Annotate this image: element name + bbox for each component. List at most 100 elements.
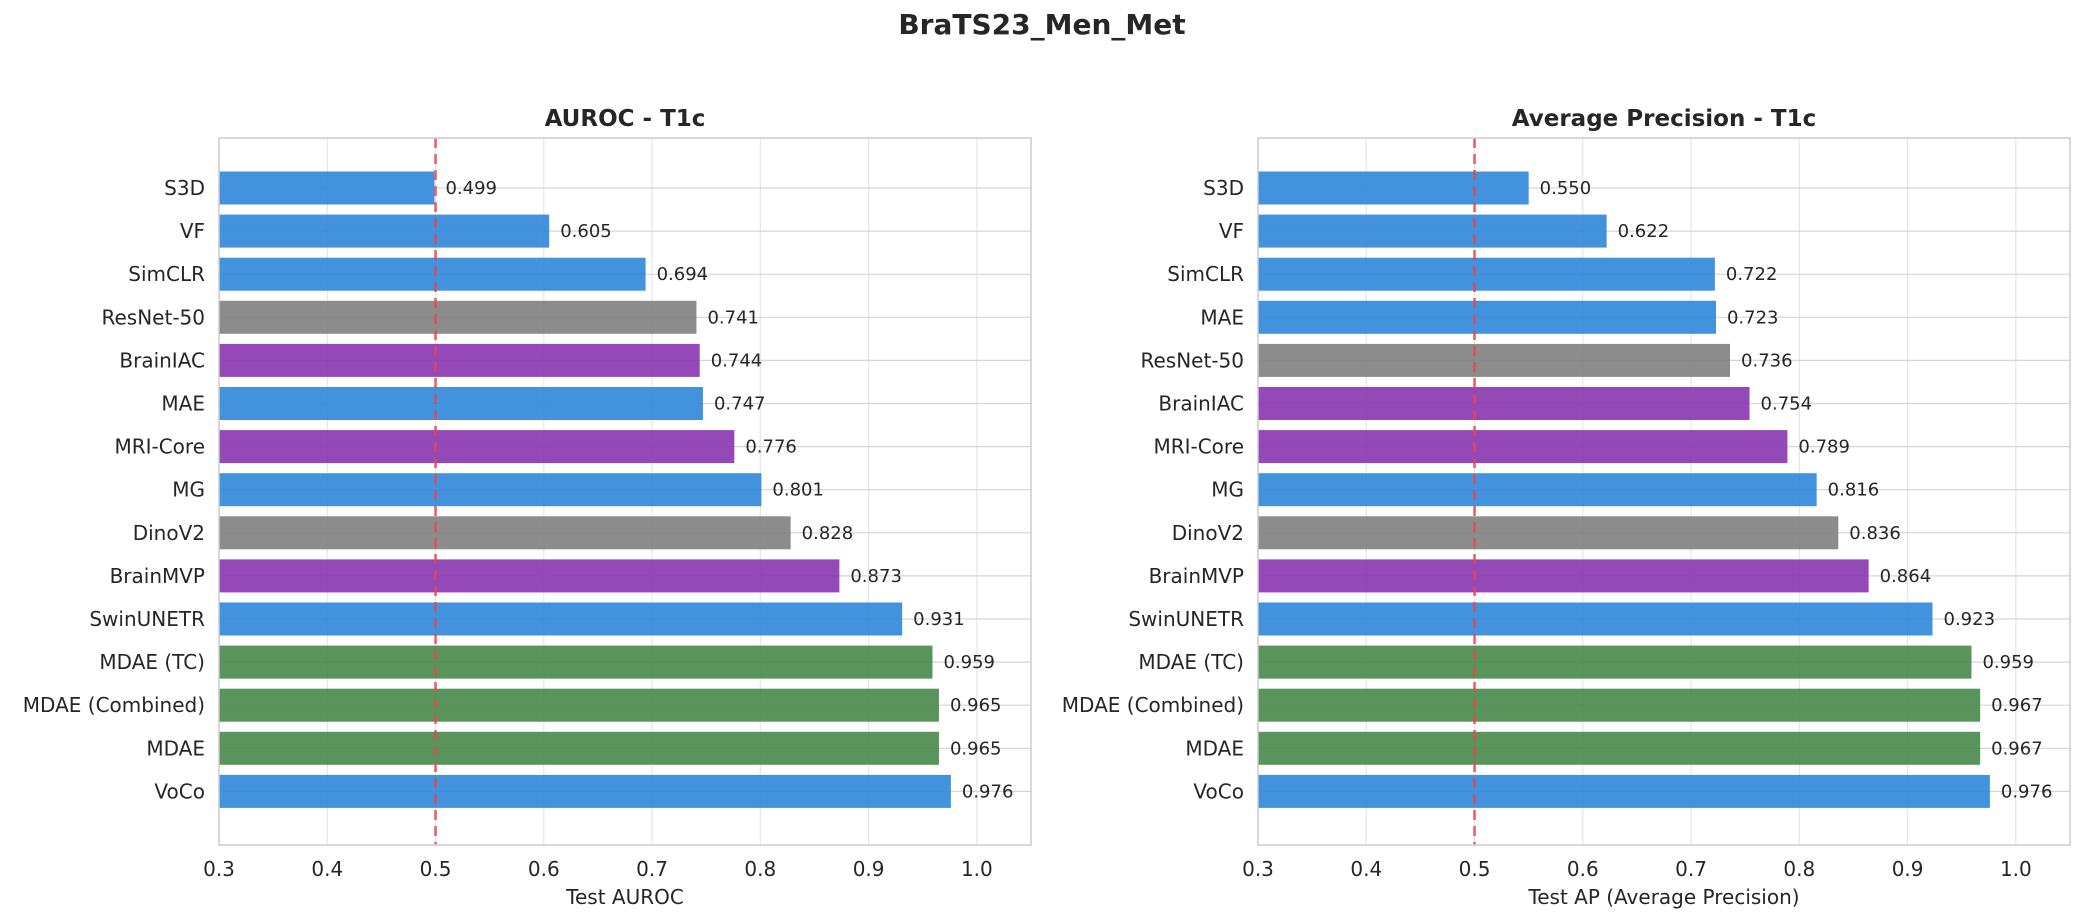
tick-label-y: MAE: [1200, 305, 1244, 329]
tick-label-x: 1.0: [961, 857, 993, 881]
chart-title: Average Precision - T1c: [1512, 106, 1816, 132]
bar-resnet-50: [1258, 343, 1731, 377]
bar-mae: [1258, 300, 1716, 334]
data-label: 0.965: [950, 695, 1002, 716]
tick-label-y: BrainMVP: [110, 564, 205, 588]
data-label: 0.976: [962, 781, 1014, 802]
bar-mdae: [1258, 731, 1981, 765]
tick-label-y: MDAE: [146, 736, 205, 760]
data-label: 0.959: [1982, 652, 2034, 673]
data-label: 0.605: [560, 221, 612, 242]
tick-label-x: 0.9: [1892, 857, 1924, 881]
tick-label-y: DinoV2: [133, 521, 205, 545]
tick-label-y: VF: [180, 219, 205, 243]
bar-mae: [219, 387, 703, 420]
bar-s3d: [219, 171, 435, 205]
chart-panel-2: 0.550 S3D 0.622 VF 0.722 SimCLR 0.723 MAE 0.736 R…: [1062, 106, 2071, 909]
data-label: 0.622: [1618, 221, 1670, 242]
bar-mri-core: [1258, 430, 1788, 464]
tick-label-y: MDAE (Combined): [1062, 693, 1244, 717]
x-axis-label: Test AP (Average Precision): [1527, 885, 1799, 909]
tick-label-x: 0.8: [1783, 857, 1815, 881]
tick-label-x: 0.6: [1567, 857, 1599, 881]
bar-mg: [219, 473, 762, 507]
tick-label-x: 0.7: [1675, 857, 1707, 881]
tick-label-x: 0.3: [203, 857, 235, 881]
tick-label-y: BrainIAC: [1158, 392, 1244, 416]
bar-dinov2: [219, 516, 791, 550]
data-label: 0.744: [711, 350, 763, 371]
tick-label-x: 0.3: [1242, 857, 1274, 881]
tick-label-x: 0.5: [1459, 857, 1491, 881]
bar-voco: [219, 774, 951, 808]
data-label: 0.722: [1726, 264, 1778, 285]
tick-label-y: BrainIAC: [119, 348, 205, 372]
data-label: 0.816: [1828, 480, 1880, 501]
data-label: 0.967: [1991, 695, 2043, 716]
data-label: 0.754: [1761, 394, 1813, 415]
data-label: 0.789: [1798, 437, 1850, 458]
tick-label-y: MRI-Core: [1153, 435, 1244, 459]
axes-frame: [1257, 137, 2071, 846]
bar-brainmvp: [1258, 559, 1869, 593]
tick-label-x: 0.6: [528, 857, 560, 881]
bar-swinunetr: [219, 602, 903, 636]
tick-label-y: SimCLR: [128, 262, 205, 286]
tick-label-y: MDAE (TC): [1138, 650, 1244, 674]
bar-mdae: [219, 731, 939, 765]
bar-mdae-tc-: [1258, 645, 1972, 679]
data-label: 0.931: [913, 609, 965, 630]
bar-mdae-combined-: [1258, 688, 1981, 722]
data-label: 0.959: [943, 652, 995, 673]
tick-label-y: VF: [1219, 219, 1244, 243]
bar-brainiac: [219, 343, 700, 377]
tick-label-x: 0.4: [311, 857, 343, 881]
tick-label-y: MRI-Core: [114, 435, 205, 459]
tick-label-y: MDAE (Combined): [23, 693, 205, 717]
chart-title: AUROC - T1c: [545, 106, 706, 132]
bar-mdae-tc-: [219, 645, 933, 679]
bar-dinov2: [1258, 516, 1839, 550]
bar-simclr: [219, 257, 646, 291]
tick-label-x: 0.9: [853, 857, 885, 881]
bar-mri-core: [219, 430, 735, 464]
tick-label-y: BrainMVP: [1149, 564, 1244, 588]
tick-label-y: MAE: [161, 392, 205, 416]
data-label: 0.801: [772, 480, 824, 501]
tick-label-y: MG: [172, 478, 205, 502]
data-label: 0.967: [1991, 738, 2043, 759]
data-label: 0.747: [714, 394, 766, 415]
data-label: 0.873: [850, 566, 902, 587]
bar-mdae-combined-: [219, 688, 939, 722]
data-label: 0.499: [445, 178, 497, 199]
bar-resnet-50: [219, 300, 697, 334]
data-label: 0.864: [1880, 566, 1932, 587]
tick-label-x: 1.0: [2000, 857, 2032, 881]
bar-brainmvp: [219, 559, 840, 593]
tick-label-y: S3D: [1203, 176, 1244, 200]
data-label: 0.776: [745, 437, 797, 458]
data-label: 0.741: [707, 307, 759, 328]
tick-label-y: MDAE (TC): [99, 650, 205, 674]
tick-label-y: MDAE: [1185, 736, 1244, 760]
data-label: 0.965: [950, 738, 1002, 759]
tick-label-y: SwinUNETR: [1128, 607, 1244, 631]
data-label: 0.923: [1944, 609, 1996, 630]
tick-label-y: SimCLR: [1167, 262, 1244, 286]
bar-vf: [219, 214, 550, 248]
tick-label-x: 0.4: [1350, 857, 1382, 881]
data-label: 0.828: [802, 523, 854, 544]
data-label: 0.976: [2001, 781, 2053, 802]
bar-mg: [1258, 473, 1817, 507]
bar-simclr: [1258, 257, 1715, 291]
tick-label-y: MG: [1211, 478, 1244, 502]
figure-title: BraTS23_Men_Met: [898, 8, 1186, 41]
data-label: 0.836: [1849, 523, 1901, 544]
tick-label-y: VoCo: [1193, 779, 1244, 803]
chart-panel-1: 0.499 S3D 0.605 VF 0.694 SimCLR 0.741 ResNet-50…: [23, 106, 1032, 909]
tick-label-y: VoCo: [154, 779, 205, 803]
bar-swinunetr: [1258, 602, 1933, 636]
tick-label-y: SwinUNETR: [89, 607, 205, 631]
